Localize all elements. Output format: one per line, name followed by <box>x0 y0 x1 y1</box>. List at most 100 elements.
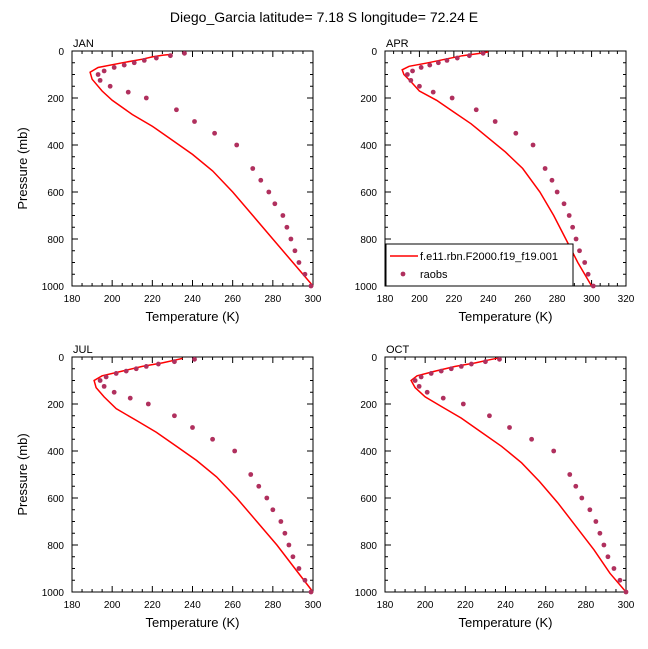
raobs-point <box>153 55 159 61</box>
raobs-point <box>590 283 596 289</box>
legend-entry-raobs: raobs <box>420 269 448 281</box>
raobs-point <box>617 577 623 583</box>
raobs-point <box>487 413 492 419</box>
x-tick-label: 240 <box>184 600 201 611</box>
raobs-point <box>611 566 617 571</box>
raobs-point <box>95 72 101 77</box>
raobs-point <box>174 107 179 113</box>
raobs-point <box>111 65 117 70</box>
raobs-point <box>97 77 103 83</box>
y-tick-label: 800 <box>47 541 64 552</box>
y-tick-label: 200 <box>47 94 64 105</box>
figure-title: Diego_Garcia latitude= 7.18 S longitude=… <box>170 9 478 25</box>
x-tick-label: 220 <box>446 294 463 305</box>
raobs-point <box>113 371 119 376</box>
y-tick-label: 0 <box>371 353 377 364</box>
raobs-point <box>256 483 262 489</box>
raobs-point <box>497 356 502 362</box>
raobs-point <box>577 248 582 254</box>
x-tick-label: 300 <box>618 600 635 611</box>
raobs-point <box>530 142 536 148</box>
raobs-point <box>97 378 103 383</box>
y-tick-label: 400 <box>360 447 377 458</box>
raobs-point <box>460 401 466 407</box>
raobs-point <box>551 448 557 454</box>
raobs-point <box>513 130 519 136</box>
x-tick-label: 180 <box>64 294 81 305</box>
y-tick-label: 1000 <box>42 588 65 599</box>
panel-label: JUL <box>73 344 93 356</box>
raobs-point <box>172 359 177 365</box>
x-axis-label: Temperature (K) <box>146 615 240 630</box>
legend-marker-swatch <box>400 271 406 277</box>
y-tick-label: 0 <box>371 47 377 58</box>
x-tick-label: 300 <box>305 294 322 305</box>
raobs-point <box>282 530 288 536</box>
y-tick-label: 200 <box>360 400 377 411</box>
y-tick-label: 400 <box>47 141 64 152</box>
raobs-point <box>232 448 238 454</box>
x-tick-label: 200 <box>411 294 428 305</box>
raobs-point <box>427 62 433 68</box>
plot-frame <box>71 356 314 593</box>
x-tick-label: 260 <box>514 294 531 305</box>
raobs-point <box>492 119 498 124</box>
x-tick-label: 200 <box>104 600 121 611</box>
raobs-point <box>133 366 139 372</box>
raobs-point <box>296 260 302 265</box>
panel-label: JAN <box>73 38 94 50</box>
raobs-point <box>440 395 446 401</box>
raobs-point <box>458 364 464 369</box>
raobs-point <box>143 95 149 101</box>
panel-jan: JAN 180 200 220 240 260 280 300 0 200 400 600 800 100… <box>15 38 322 324</box>
y-tick-label: 800 <box>47 235 64 246</box>
y-tick-label: 1000 <box>355 282 378 293</box>
x-tick-label: 220 <box>144 600 161 611</box>
raobs-point <box>190 425 195 430</box>
raobs-point <box>288 236 294 242</box>
raobs-point <box>280 213 286 218</box>
model-profile-line <box>401 51 593 287</box>
raobs-point <box>593 519 599 524</box>
panel-label: OCT <box>386 344 410 356</box>
raobs-point <box>308 589 314 595</box>
y-axis-label: Pressure (mb) <box>15 433 30 515</box>
raobs-point <box>449 95 455 101</box>
raobs-point <box>416 383 422 389</box>
raobs-point <box>507 425 512 430</box>
raobs-point <box>542 166 548 171</box>
y-tick-label: 200 <box>47 400 64 411</box>
raobs-point <box>125 89 131 95</box>
raobs-point <box>264 495 270 501</box>
raobs-point <box>573 236 579 242</box>
raobs-point <box>302 271 308 277</box>
panel-jul: JUL 180 200 220 240 260 280 300 0 200 400 600 800 100… <box>15 344 322 630</box>
raobs-point <box>210 436 215 442</box>
raobs-point <box>127 395 133 401</box>
x-tick-label: 220 <box>457 600 474 611</box>
raobs-point <box>424 389 430 395</box>
raobs-point <box>435 60 441 66</box>
x-tick-label: 280 <box>549 294 566 305</box>
raobs-point <box>444 58 450 63</box>
raobs-point <box>101 68 107 74</box>
y-axis-label: Pressure (mb) <box>15 127 30 209</box>
y-tick-label: 800 <box>360 541 377 552</box>
raobs-point <box>266 189 272 195</box>
x-tick-label: 180 <box>377 294 394 305</box>
panel-oct: OCT 180 200 220 240 260 280 300 0 200 400 600 800 100… <box>355 344 635 630</box>
raobs-point <box>192 119 197 124</box>
y-tick-label: 1000 <box>355 588 378 599</box>
raobs-point <box>145 401 151 407</box>
raobs-point <box>418 65 424 70</box>
raobs-point <box>570 224 576 230</box>
x-axis-label: Temperature (K) <box>146 309 240 324</box>
y-tick-label: 400 <box>360 141 377 152</box>
raobs-point <box>111 389 117 395</box>
raobs-point <box>408 77 414 83</box>
raobs-point <box>278 519 284 524</box>
y-tick-label: 0 <box>58 353 64 364</box>
raobs-point <box>302 577 308 583</box>
raobs-point <box>250 166 256 171</box>
raobs-point <box>143 364 149 369</box>
